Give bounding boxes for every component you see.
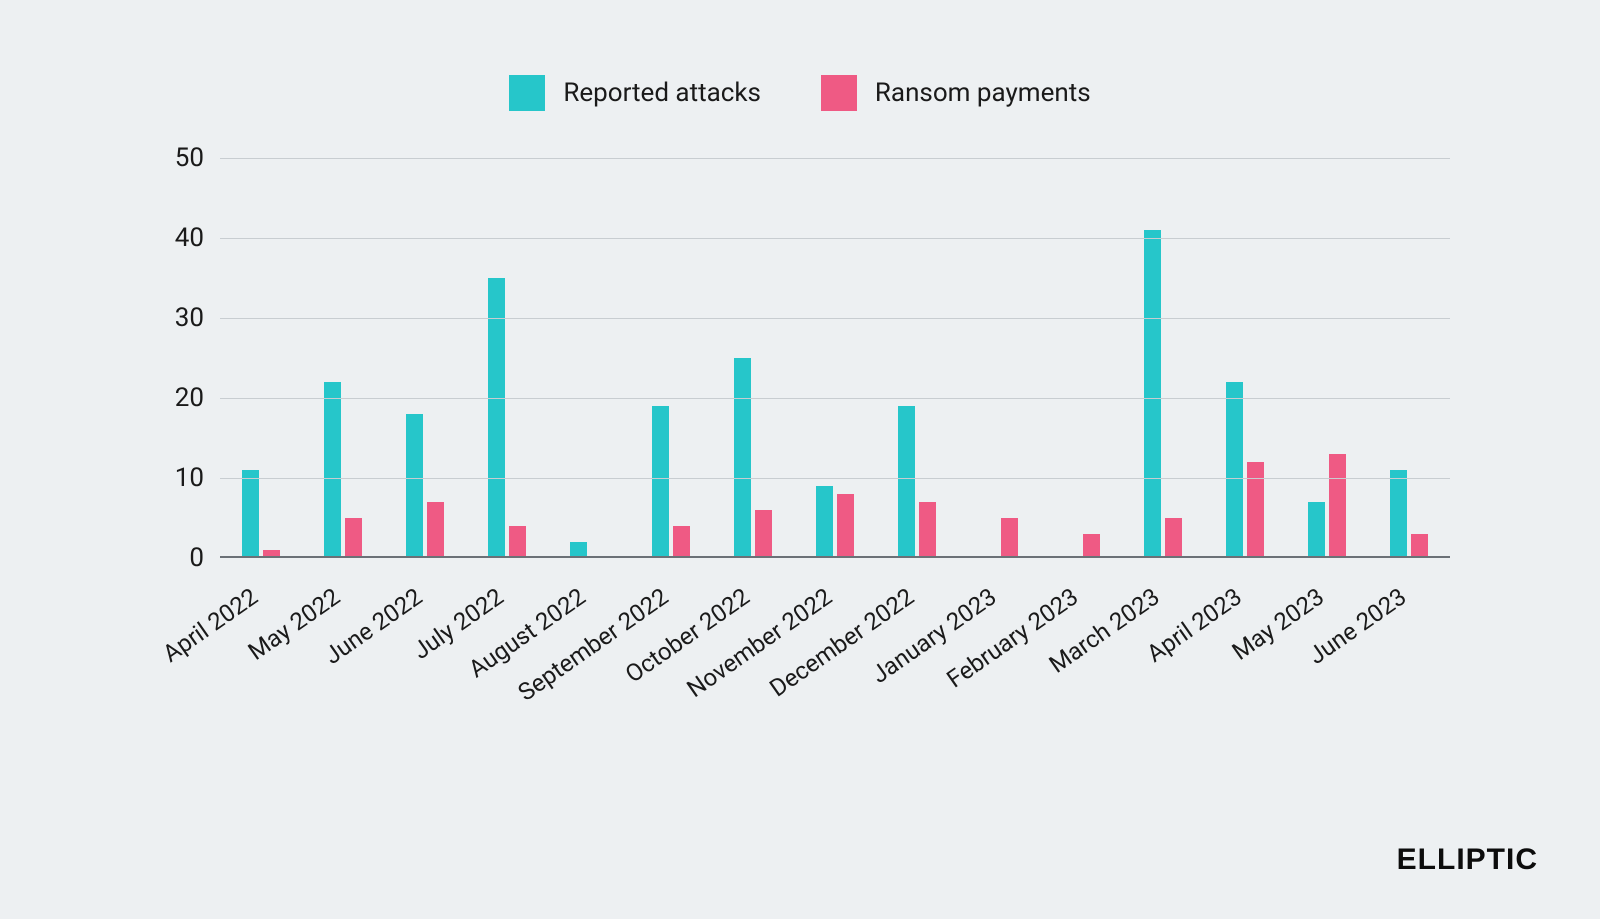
bar bbox=[652, 406, 669, 558]
x-tick-label: April 2022 bbox=[158, 583, 263, 668]
bar bbox=[488, 278, 505, 558]
bar bbox=[734, 358, 751, 558]
bar bbox=[1329, 454, 1346, 558]
grid-line bbox=[220, 238, 1450, 239]
legend-item-ransom-payments: Ransom payments bbox=[821, 75, 1091, 111]
y-tick-label: 40 bbox=[175, 223, 220, 253]
bar bbox=[345, 518, 362, 558]
bar bbox=[1390, 470, 1407, 558]
bar bbox=[242, 470, 259, 558]
bar bbox=[837, 494, 854, 558]
grid-line bbox=[220, 398, 1450, 399]
y-tick-label: 0 bbox=[189, 543, 220, 573]
brand-logo: ELLIPTIC bbox=[1397, 843, 1538, 877]
bar bbox=[816, 486, 833, 558]
grid-line bbox=[220, 478, 1450, 479]
legend-swatch bbox=[821, 75, 857, 111]
bar bbox=[1308, 502, 1325, 558]
bar bbox=[324, 382, 341, 558]
bar bbox=[1226, 382, 1243, 558]
bar bbox=[1247, 462, 1264, 558]
grid-line bbox=[220, 158, 1450, 159]
y-tick-label: 20 bbox=[175, 383, 220, 413]
bar bbox=[509, 526, 526, 558]
x-tick-label: November 2022 bbox=[682, 583, 837, 704]
y-tick-label: 10 bbox=[175, 463, 220, 493]
x-tick-labels: April 2022May 2022June 2022July 2022Augu… bbox=[220, 558, 1450, 808]
bar bbox=[898, 406, 915, 558]
bar bbox=[1083, 534, 1100, 558]
bar bbox=[1411, 534, 1428, 558]
legend-item-reported-attacks: Reported attacks bbox=[509, 75, 761, 111]
x-tick-label: December 2022 bbox=[764, 583, 919, 703]
bar bbox=[755, 510, 772, 558]
bar bbox=[406, 414, 423, 558]
grid-line bbox=[220, 318, 1450, 319]
plot-area: 01020304050 bbox=[220, 158, 1450, 558]
y-tick-label: 50 bbox=[175, 143, 220, 173]
bar bbox=[673, 526, 690, 558]
legend-label: Ransom payments bbox=[875, 78, 1091, 108]
bar bbox=[919, 502, 936, 558]
y-tick-label: 30 bbox=[175, 303, 220, 333]
bar bbox=[1144, 230, 1161, 558]
legend: Reported attacks Ransom payments bbox=[0, 75, 1600, 115]
legend-label: Reported attacks bbox=[563, 78, 761, 108]
bar bbox=[1165, 518, 1182, 558]
bar bbox=[1001, 518, 1018, 558]
bar bbox=[427, 502, 444, 558]
legend-swatch bbox=[509, 75, 545, 111]
bars-container bbox=[220, 158, 1450, 558]
